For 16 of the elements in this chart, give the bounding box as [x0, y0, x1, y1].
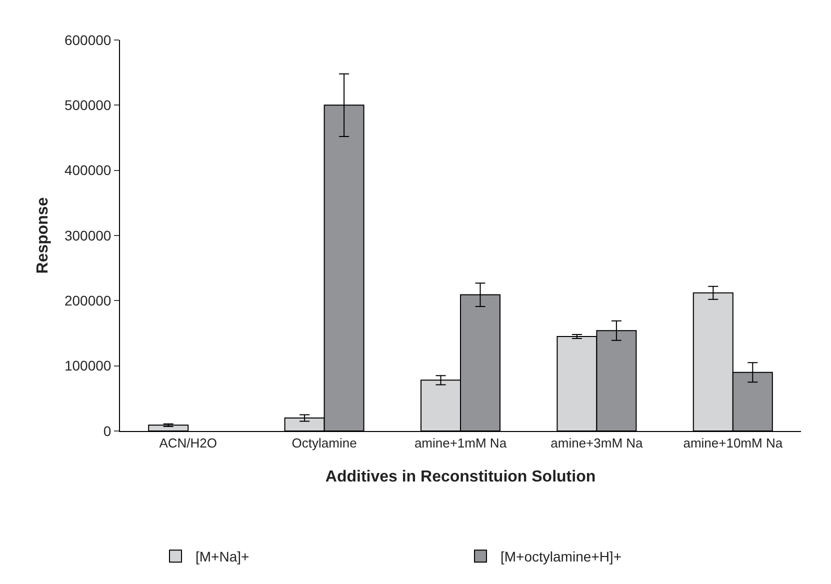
x-tick-label: amine+10mM Na [683, 436, 784, 451]
y-tick-label: 200000 [64, 292, 112, 309]
y-tick-label: 300000 [64, 227, 112, 244]
y-tick-label: 0 [103, 422, 112, 439]
x-tick-label: amine+3mM Na [550, 436, 644, 451]
x-tick-label: amine+1mM Na [414, 436, 508, 451]
y-tick-label: 100000 [64, 358, 112, 374]
y-tick-label: 400000 [64, 162, 112, 178]
x-tick-label: Octylamine [292, 436, 357, 451]
legend-label: [M+Na]+ [196, 548, 250, 565]
y-tick-label: 600000 [64, 32, 112, 48]
legend-label: [M+octylamine+H]+ [500, 548, 622, 565]
y-axis-title: Response [34, 197, 52, 274]
y-tick-label: 500000 [64, 97, 112, 114]
x-tick-label: ACN/H2O [159, 436, 217, 451]
x-axis-title: Additives in Reconstituion Solution [325, 468, 596, 486]
